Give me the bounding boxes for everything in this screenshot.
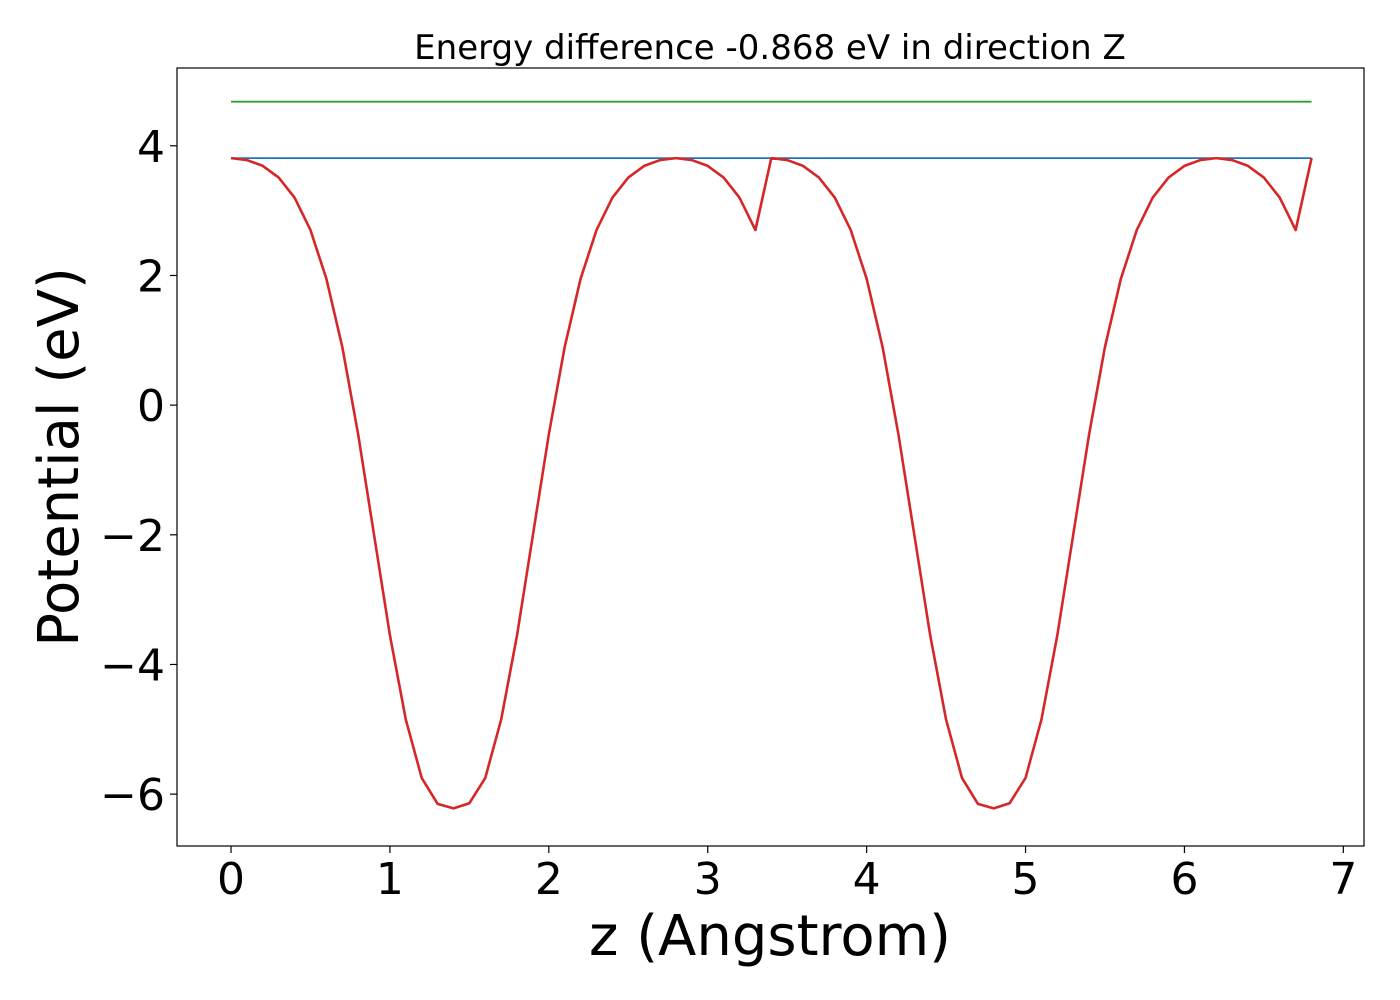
chart-title: Energy difference -0.868 eV in direction… [414, 28, 1126, 68]
y-tick-label: 0 [137, 381, 165, 432]
y-axis: −6 −4 −2 0 2 4 [100, 122, 177, 821]
y-tick-label: −6 [100, 770, 165, 821]
y-tick-label: 4 [137, 122, 165, 173]
x-tick-label: 3 [694, 854, 722, 905]
y-tick-label: 2 [137, 251, 165, 302]
x-axis: 0 1 2 3 4 5 6 7 [217, 846, 1357, 905]
x-tick-label: 7 [1329, 854, 1357, 905]
x-tick-label: 0 [217, 854, 245, 905]
x-tick-label: 1 [376, 854, 404, 905]
plot-frame [176, 67, 1365, 847]
y-axis-title: Potential (eV) [27, 267, 92, 647]
x-tick-label: 4 [853, 854, 881, 905]
y-tick-label: −2 [100, 511, 165, 562]
y-tick-label: −4 [100, 640, 165, 691]
series-line-3 [230, 156, 1313, 810]
x-tick-label: 6 [1170, 854, 1198, 905]
x-tick-label: 2 [535, 854, 563, 905]
series-layer [230, 100, 1313, 810]
x-tick-label: 5 [1012, 854, 1040, 905]
x-axis-title: z (Angstrom) [589, 904, 951, 969]
